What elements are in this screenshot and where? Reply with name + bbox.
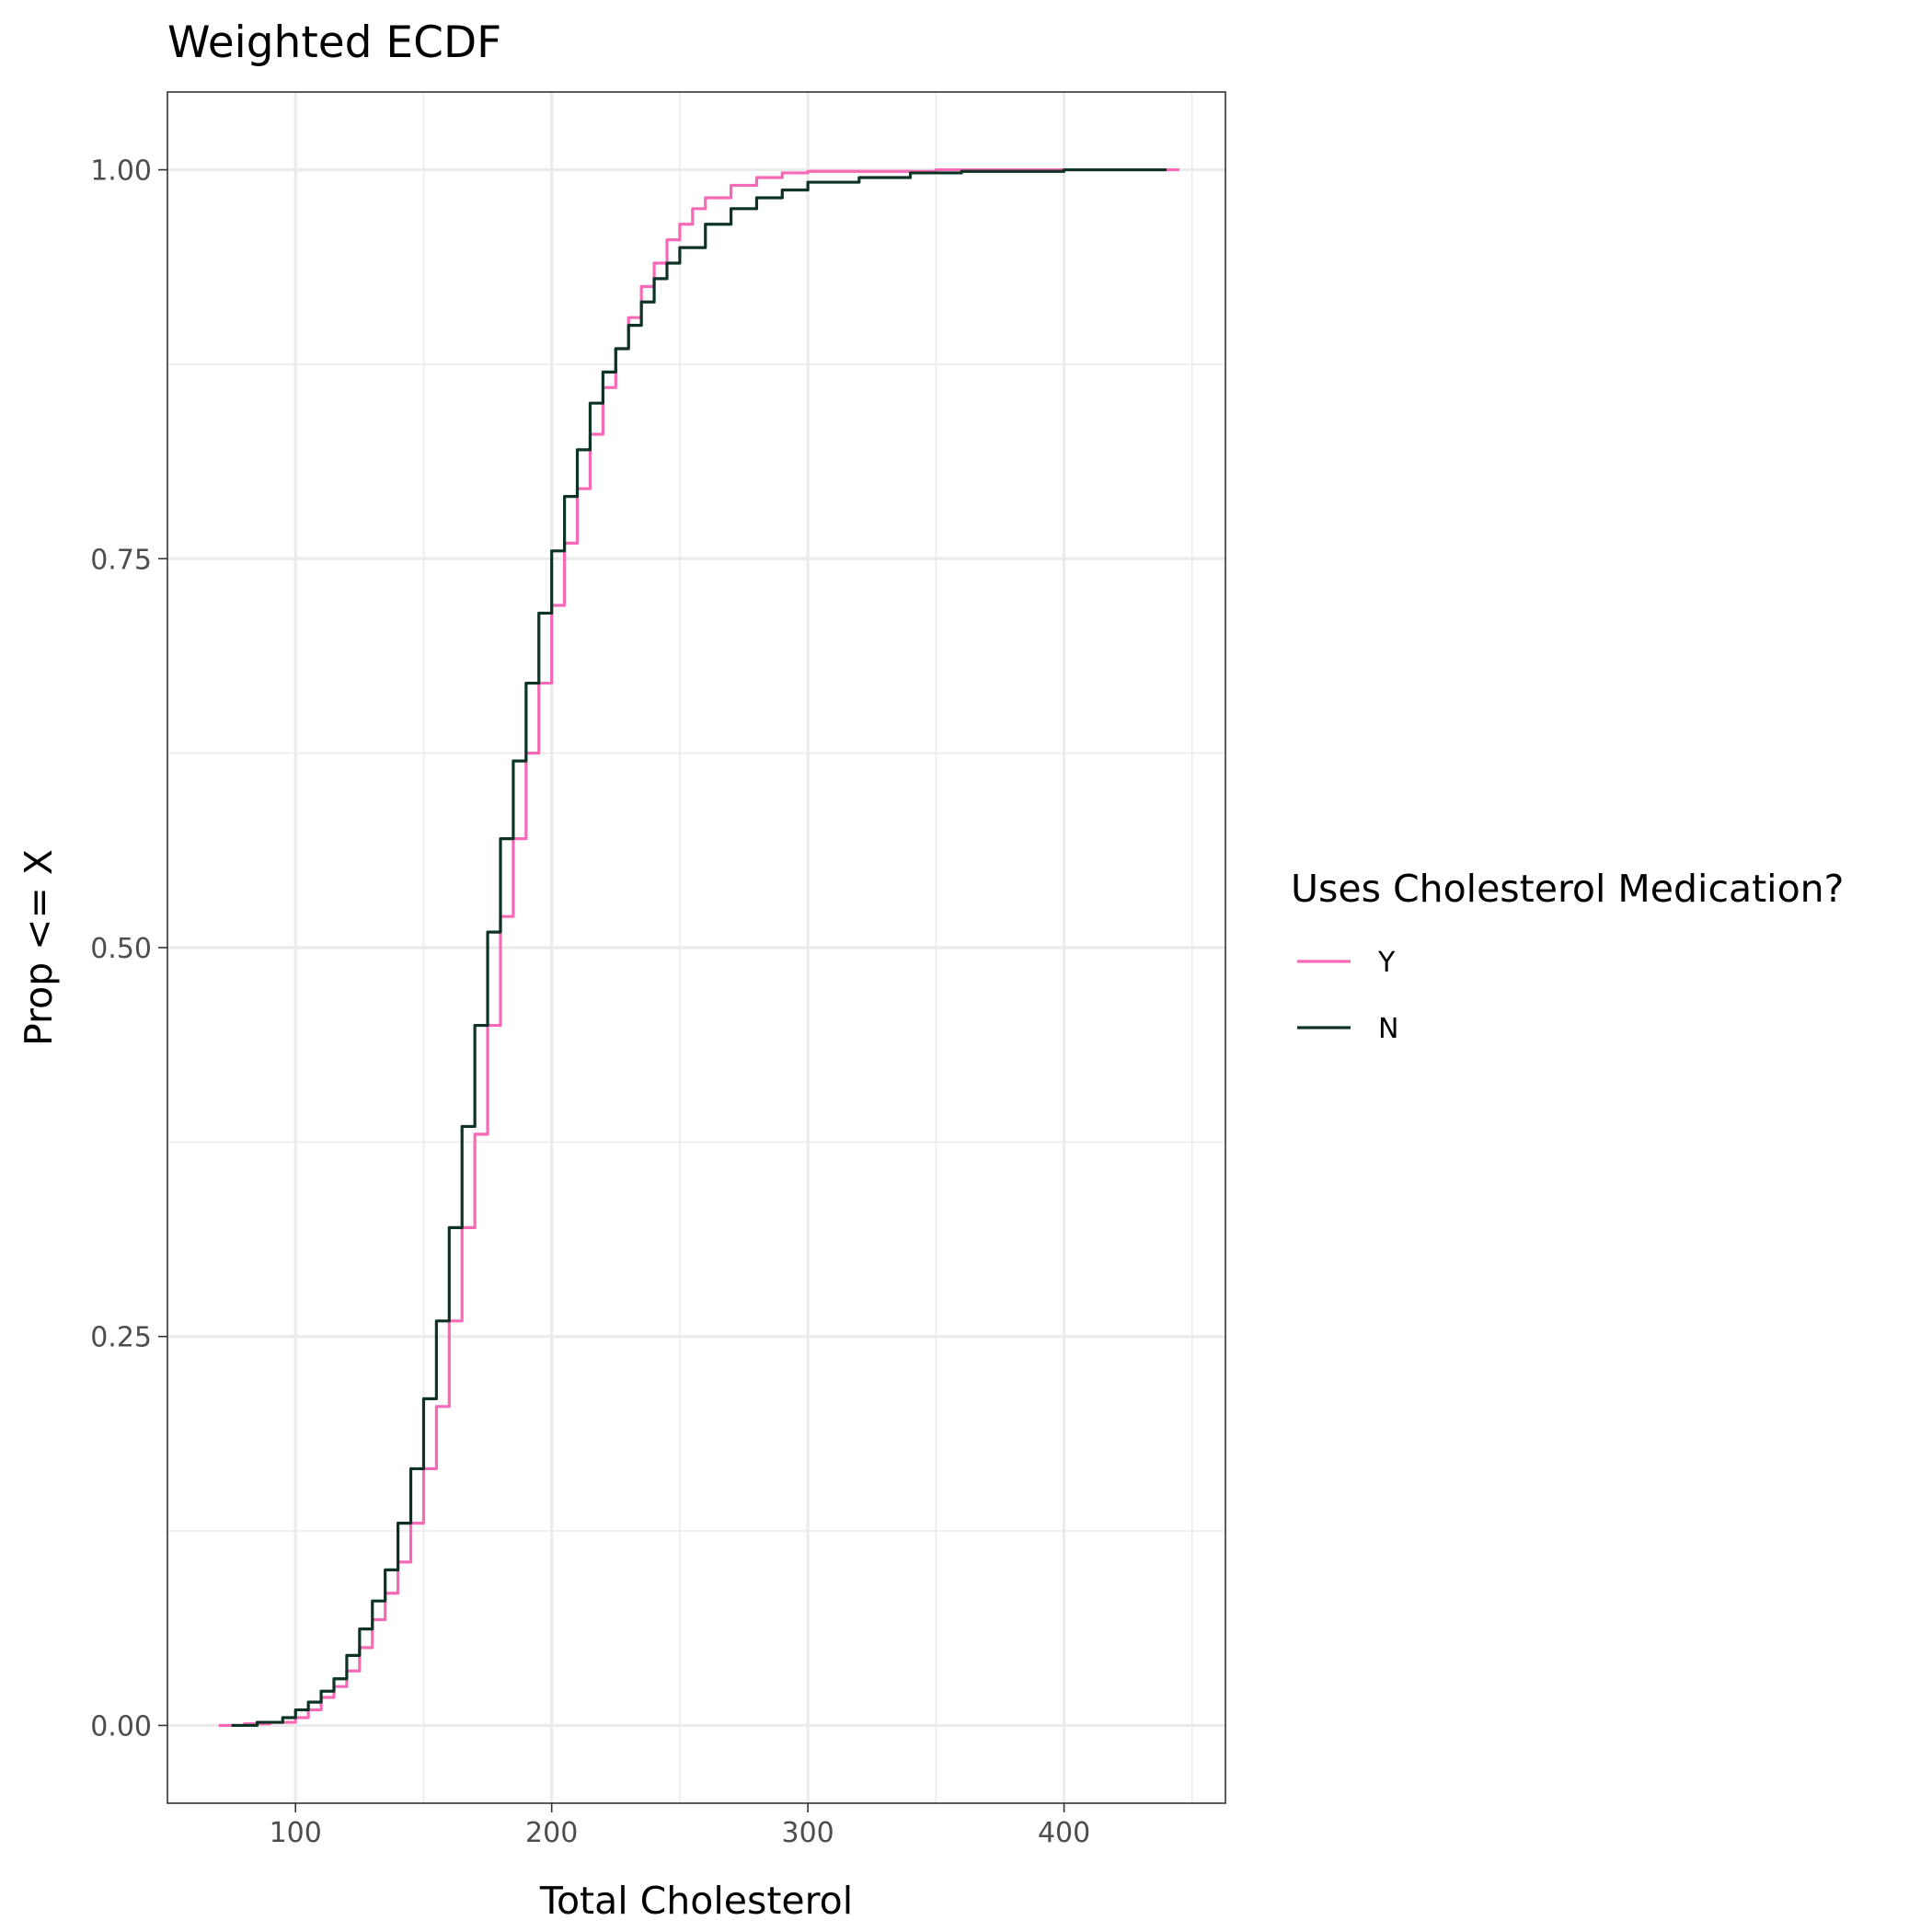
y-tick-label: 0.25 [90,1322,152,1354]
legend-items: YN [1297,947,1398,1045]
x-tick-label: 400 [1038,1817,1090,1849]
y-tick-label: 0.50 [90,933,152,965]
y-tick-label: 1.00 [90,155,152,188]
y-tick-label: 0.00 [90,1710,152,1742]
grid-major [167,92,1225,1803]
legend-label-y: Y [1377,947,1396,979]
chart-title: Weighted ECDF [167,17,501,68]
y-tick-label: 0.75 [90,544,152,576]
legend: Uses Cholesterol Medication? YN [1291,867,1844,1045]
y-axis-title: Prop <= X [17,849,61,1046]
legend-title: Uses Cholesterol Medication? [1291,867,1844,911]
legend-label-n: N [1378,1013,1398,1045]
x-tick-label: 100 [270,1817,322,1849]
x-axis-title: Total Cholesterol [539,1879,853,1923]
plot-area [167,91,1226,1804]
y-axis: 0.00 0.25 0.50 0.75 1.00 [90,155,167,1742]
x-tick-label: 200 [525,1817,578,1849]
ecdf-line-n [231,167,1167,1728]
x-tick-label: 300 [781,1817,834,1849]
x-axis: 100 200 300 400 [270,1803,1090,1849]
series-lines [218,167,1179,1728]
